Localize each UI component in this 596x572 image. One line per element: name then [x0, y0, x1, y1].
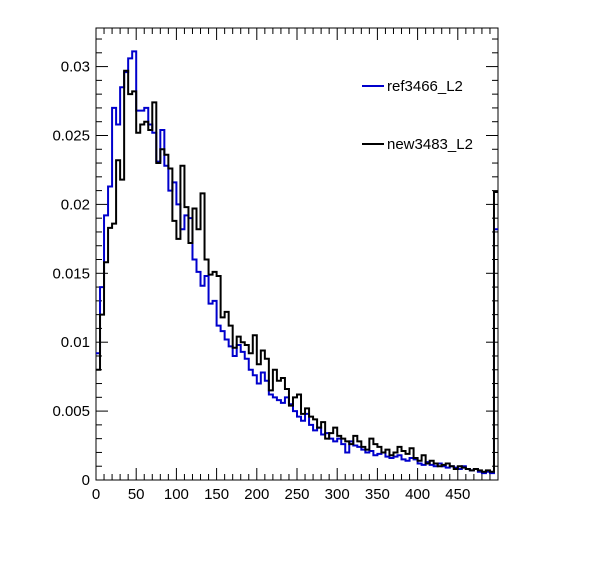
y-tick-label: 0.01: [61, 334, 90, 351]
x-tick-label: 100: [164, 486, 189, 503]
y-tick-label: 0.005: [52, 403, 90, 420]
x-tick-label: 250: [284, 486, 309, 503]
legend-label-ref3466_L2: ref3466_L2: [387, 78, 463, 95]
x-tick-label: 450: [445, 486, 470, 503]
x-tick-label: 50: [128, 486, 145, 503]
x-tick-label: 200: [244, 486, 269, 503]
x-tick-label: 400: [405, 486, 430, 503]
series-layer: [96, 50, 498, 475]
y-tick-label: 0.02: [61, 196, 90, 213]
legend: ref3466_L2 new3483_L2: [358, 62, 473, 174]
x-tick-label: 0: [92, 486, 100, 503]
series-line-new3483_L2: [96, 69, 498, 473]
legend-box: [358, 62, 470, 174]
x-tick-label: 350: [365, 486, 390, 503]
tick-labels-layer: 0 50 100 150 200 250 300 350 400 450 0 0.005 0.01 0.0…: [52, 59, 470, 503]
series-ref3466_L2: [96, 50, 498, 475]
x-tick-label: 300: [325, 486, 350, 503]
y-tick-label: 0.015: [52, 265, 90, 282]
series-new3483_L2: [96, 69, 498, 473]
y-tick-label: 0.03: [61, 59, 90, 76]
y-tick-label: 0.025: [52, 127, 90, 144]
legend-label-new3483_L2: new3483_L2: [387, 136, 473, 153]
y-tick-label: 0: [82, 472, 90, 489]
series-line-ref3466_L2: [96, 50, 498, 475]
x-tick-label: 150: [204, 486, 229, 503]
